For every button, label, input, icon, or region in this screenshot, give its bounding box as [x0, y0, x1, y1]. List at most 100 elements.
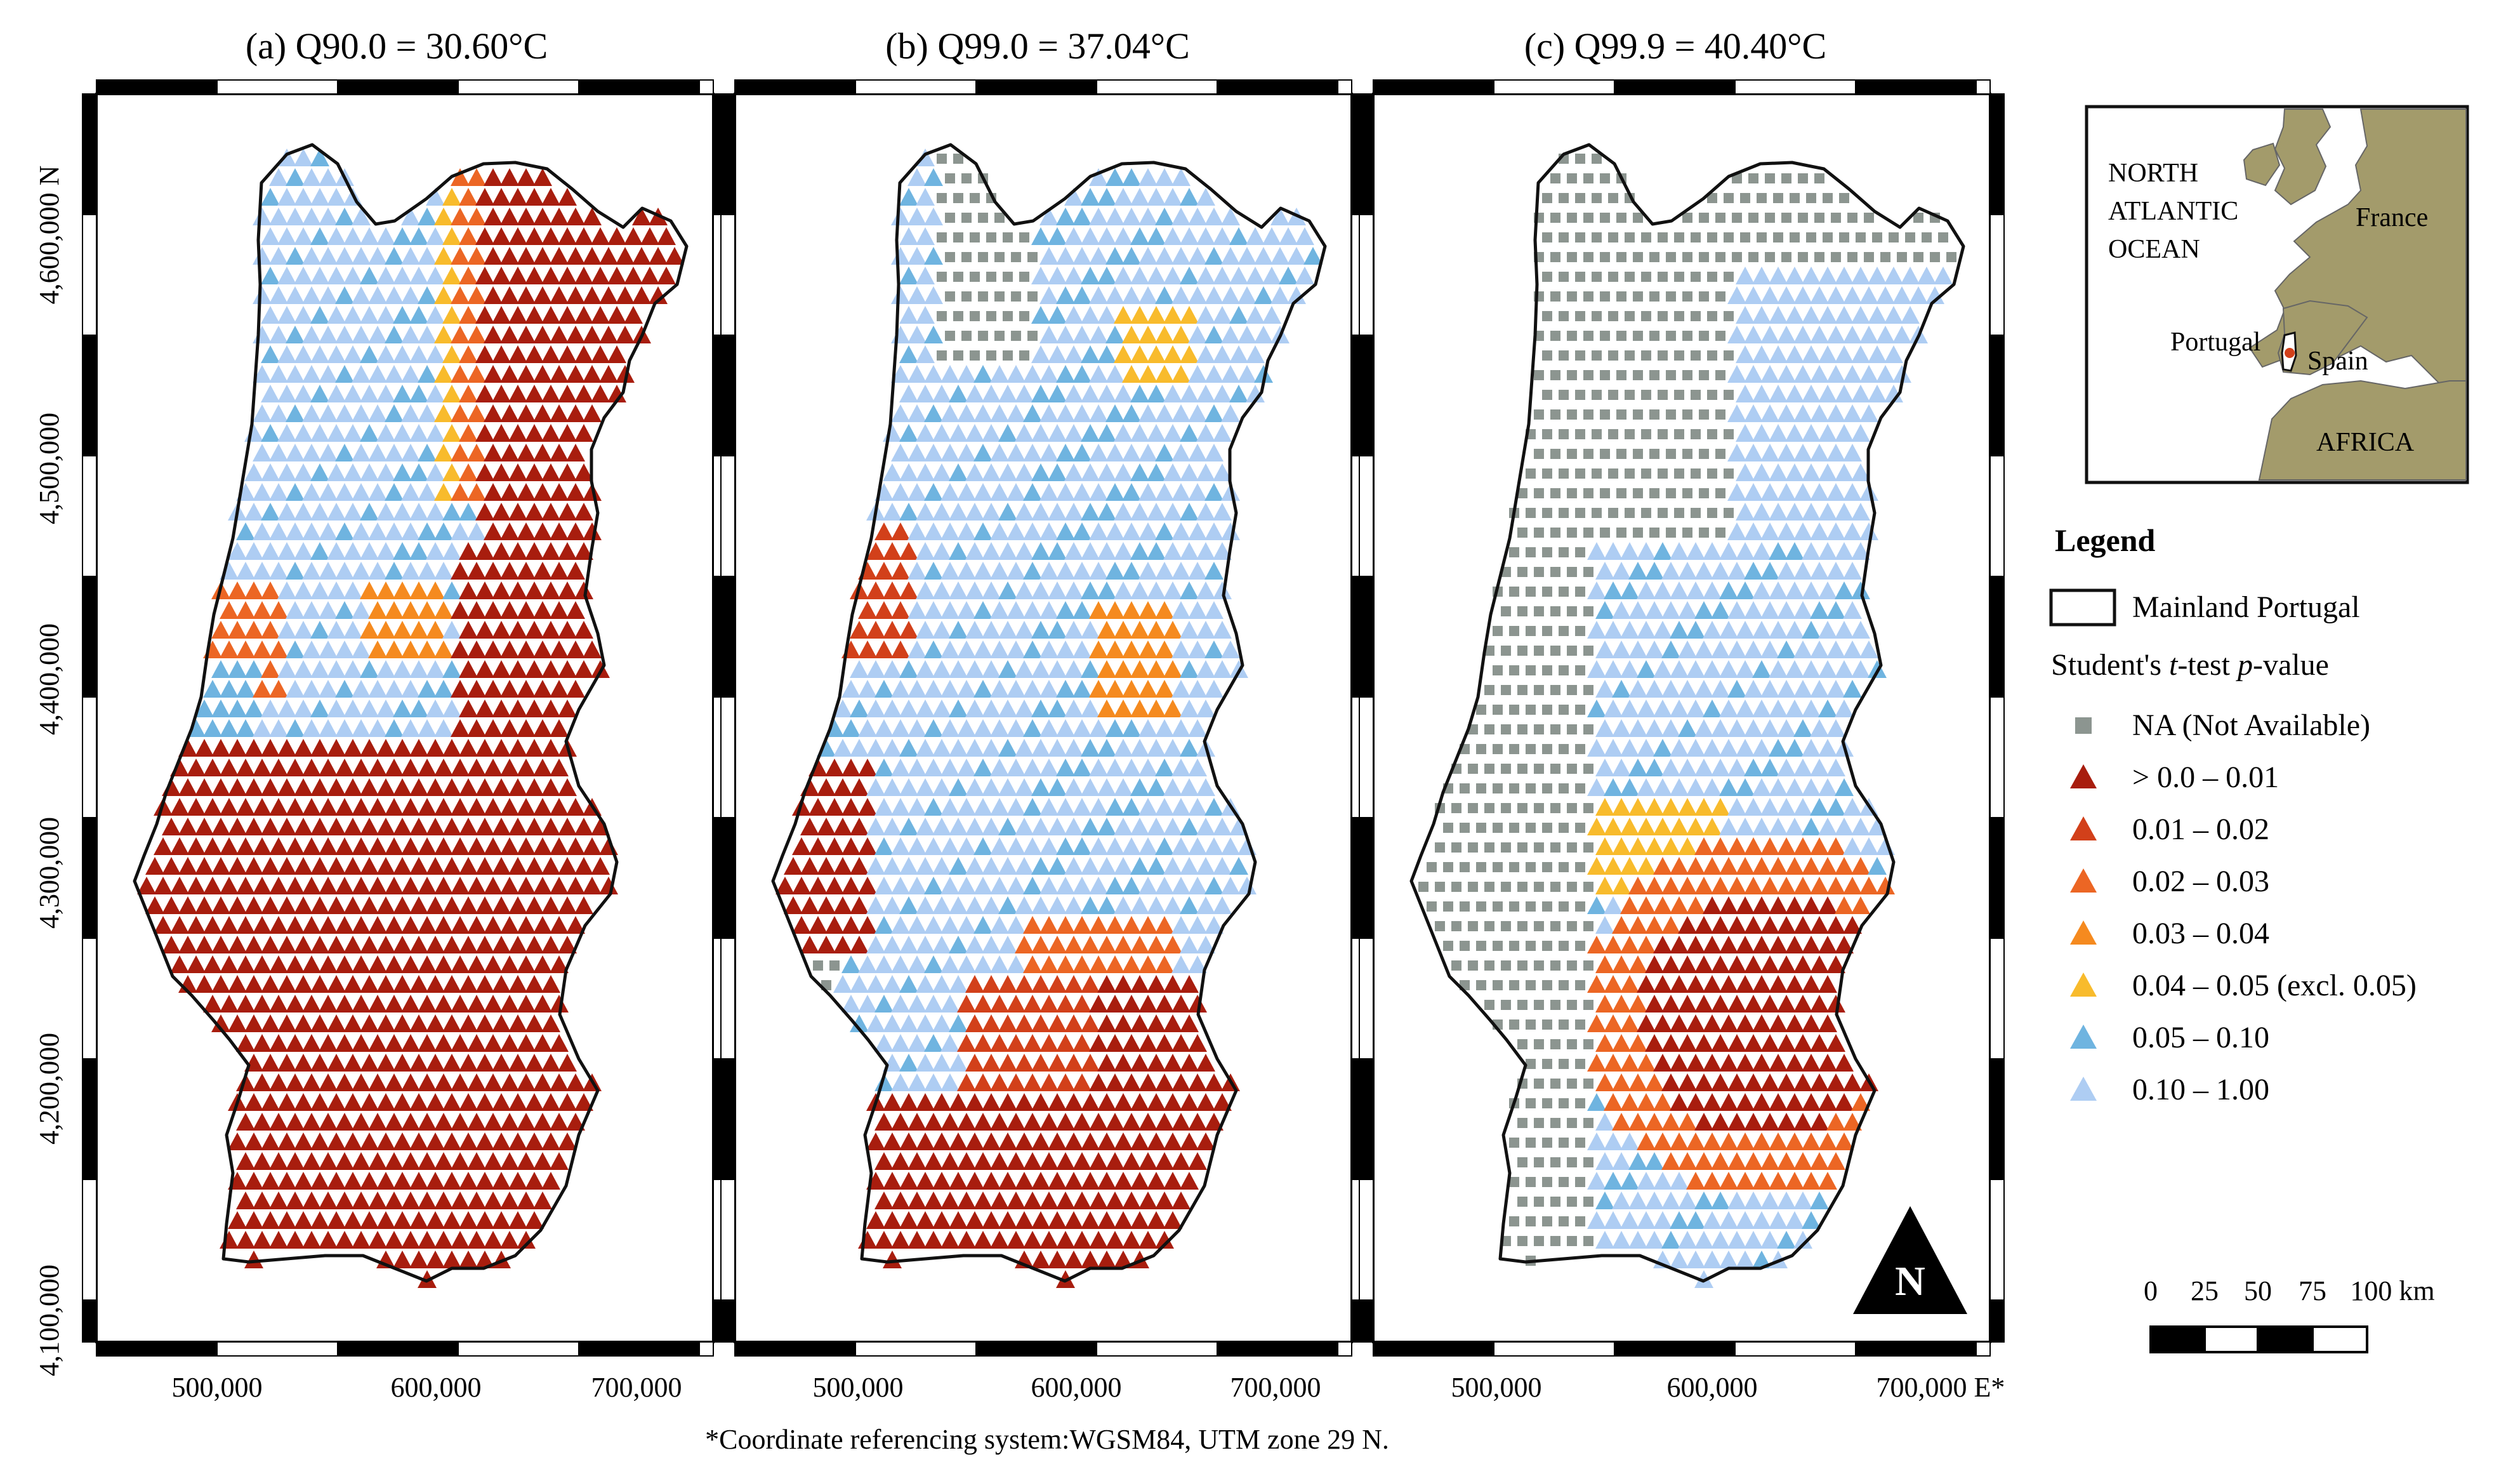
- pvalue-marker: [541, 936, 560, 953]
- pvalue-marker: [550, 916, 569, 934]
- pvalue-marker: [533, 444, 552, 461]
- pvalue-marker: [1138, 1152, 1158, 1170]
- pvalue-marker: [1826, 1073, 1845, 1091]
- pvalue-marker: [1703, 936, 1722, 953]
- pvalue-marker: [525, 227, 544, 245]
- pvalue-marker: [459, 306, 478, 324]
- pvalue-marker: [1711, 562, 1730, 580]
- inset-land-iberia: [2277, 300, 2368, 376]
- pvalue-marker: [393, 463, 412, 481]
- pvalue-marker: [1114, 345, 1133, 363]
- na-marker: [978, 252, 988, 262]
- pvalue-marker: [1138, 1113, 1158, 1131]
- pvalue-marker: [376, 896, 395, 914]
- na-marker: [1674, 468, 1684, 479]
- pvalue-marker: [883, 1093, 902, 1111]
- inset-label-france: France: [2356, 203, 2428, 232]
- na-marker: [1550, 1197, 1560, 1207]
- pvalue-marker: [1048, 621, 1067, 639]
- pvalue-marker: [409, 700, 428, 717]
- pvalue-marker: [990, 877, 1009, 894]
- pvalue-marker: [352, 680, 371, 698]
- pvalue-marker: [426, 581, 445, 599]
- na-marker: [1003, 350, 1013, 361]
- pvalue-marker: [1147, 1093, 1166, 1111]
- pvalue-marker: [286, 522, 305, 540]
- pvalue-marker: [352, 641, 371, 658]
- pvalue-marker: [932, 1014, 951, 1032]
- pvalue-marker: [376, 778, 395, 796]
- pvalue-marker: [418, 719, 437, 737]
- pvalue-marker: [1802, 345, 1821, 363]
- pvalue-marker: [1023, 1073, 1042, 1091]
- na-marker: [1509, 783, 1519, 793]
- pvalue-marker: [1587, 660, 1606, 678]
- pvalue-marker: [1270, 247, 1290, 265]
- pvalue-marker: [1081, 542, 1100, 560]
- pvalue-marker: [1188, 1113, 1207, 1131]
- pvalue-marker: [1056, 483, 1075, 501]
- pvalue-marker: [500, 168, 519, 186]
- pvalue-marker: [1171, 483, 1191, 501]
- pvalue-marker: [1064, 463, 1083, 481]
- pvalue-marker: [1653, 778, 1672, 796]
- pvalue-marker: [541, 778, 560, 796]
- pvalue-marker: [874, 601, 894, 619]
- pvalue-marker: [1155, 286, 1174, 304]
- pvalue-marker: [385, 444, 404, 461]
- pvalue-marker: [1612, 1073, 1631, 1091]
- pvalue-marker: [1703, 778, 1722, 796]
- pvalue-marker: [1826, 955, 1845, 973]
- pvalue-marker: [1703, 1132, 1722, 1150]
- pvalue-marker: [1703, 1054, 1722, 1072]
- pvalue-marker: [1122, 168, 1141, 186]
- legend-boundary-swatch: [2049, 588, 2116, 627]
- pvalue-marker: [1628, 798, 1647, 816]
- na-marker: [1526, 1098, 1536, 1108]
- pvalue-marker: [1006, 798, 1026, 816]
- pvalue-marker: [310, 188, 329, 206]
- pvalue-marker: [1760, 680, 1779, 698]
- pvalue-marker: [1760, 522, 1779, 540]
- pvalue-marker: [302, 365, 321, 383]
- pvalue-marker: [492, 542, 511, 560]
- pvalue-marker: [1064, 1054, 1083, 1072]
- pvalue-marker: [1064, 267, 1083, 284]
- pvalue-marker: [1670, 896, 1689, 914]
- pvalue-marker: [1802, 267, 1821, 284]
- pvalue-marker: [1802, 1132, 1821, 1150]
- pvalue-marker: [1661, 1192, 1680, 1209]
- pvalue-marker: [1736, 1172, 1755, 1190]
- pvalue-marker: [1204, 522, 1224, 540]
- na-marker: [1814, 213, 1824, 223]
- pvalue-marker: [1612, 1113, 1631, 1131]
- pvalue-marker: [924, 365, 943, 383]
- na-marker: [1468, 803, 1478, 813]
- pvalue-marker: [286, 1113, 305, 1131]
- pvalue-marker: [1163, 345, 1182, 363]
- pvalue-marker: [1105, 444, 1125, 461]
- pvalue-marker: [467, 641, 486, 658]
- pvalue-marker: [385, 1192, 404, 1209]
- pvalue-marker: [500, 1034, 519, 1052]
- x-tick-label: 700,000: [591, 1372, 682, 1403]
- pvalue-marker: [940, 837, 960, 855]
- pvalue-marker: [1884, 306, 1903, 324]
- na-marker: [1476, 705, 1486, 715]
- pvalue-marker: [401, 798, 420, 816]
- pvalue-marker: [1851, 385, 1870, 402]
- pvalue-marker: [792, 877, 811, 894]
- pvalue-marker: [591, 345, 610, 363]
- pvalue-marker: [1048, 345, 1067, 363]
- pvalue-marker: [492, 1132, 511, 1150]
- pvalue-marker: [294, 267, 313, 284]
- pvalue-marker: [808, 916, 828, 934]
- pvalue-marker: [1736, 818, 1755, 835]
- pvalue-marker: [475, 1014, 494, 1032]
- na-marker: [1814, 173, 1824, 183]
- pvalue-marker: [965, 1093, 984, 1111]
- pvalue-marker: [1130, 621, 1149, 639]
- pvalue-marker: [541, 660, 560, 678]
- pvalue-marker: [294, 975, 313, 993]
